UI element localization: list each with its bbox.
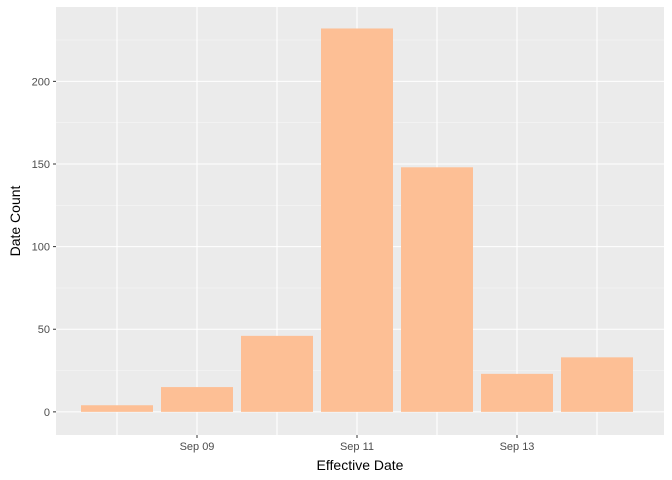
y-axis: 0 50 100 150 200 (32, 76, 56, 419)
y-axis-title: Date Count (7, 185, 23, 256)
y-tick-label: 200 (32, 76, 50, 88)
bar-sep-10 (241, 335, 313, 412)
x-tick-label: Sep 13 (500, 441, 535, 453)
y-tick-label: 50 (38, 324, 50, 336)
bar-sep-09 (161, 387, 233, 412)
x-axis-title: Effective Date (317, 457, 404, 473)
bar-sep-14 (561, 357, 633, 412)
bars (81, 28, 633, 412)
bar-sep-08 (81, 405, 153, 412)
y-tick-label: 150 (32, 159, 50, 171)
bar-sep-11 (321, 28, 393, 412)
x-tick-label: Sep 09 (180, 441, 215, 453)
x-tick-label: Sep 11 (340, 441, 374, 453)
y-tick-label: 100 (32, 242, 50, 254)
bar-sep-12 (401, 167, 473, 412)
y-tick-label: 0 (44, 407, 50, 419)
bar-sep-13 (481, 373, 553, 412)
x-axis: Sep 09 Sep 11 Sep 13 (180, 435, 535, 453)
